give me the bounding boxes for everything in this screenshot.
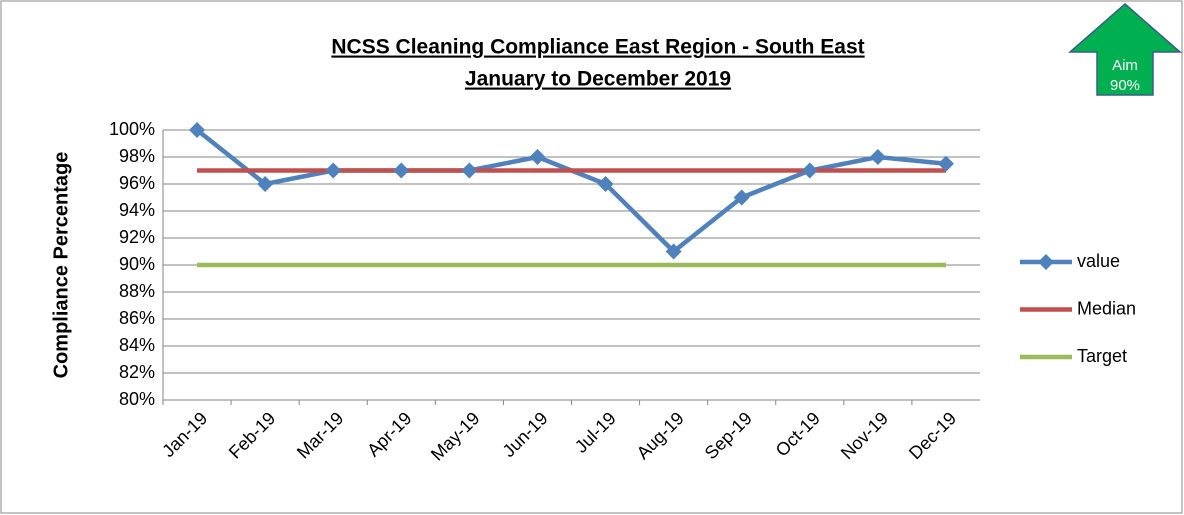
aim-value: 90% <box>1110 77 1140 94</box>
y-axis-label: Compliance Percentage <box>50 152 72 379</box>
point-marker <box>325 162 342 179</box>
point-marker <box>189 122 206 138</box>
chart-subtitle: January to December 2019 <box>465 68 731 91</box>
point-marker <box>665 243 682 260</box>
chart-title: NCSS Cleaning Compliance East Region - S… <box>331 36 864 59</box>
point-marker <box>393 162 410 179</box>
point-marker <box>869 149 886 165</box>
y-tick-label: 94% <box>119 200 155 220</box>
legend-label: value <box>1077 251 1120 271</box>
point-marker <box>597 176 614 192</box>
aim-arrow <box>1068 3 1182 96</box>
y-tick-label: 86% <box>119 308 155 328</box>
legend-marker <box>1038 254 1054 270</box>
y-tick-label: 96% <box>119 173 155 193</box>
y-tick-label: 98% <box>119 146 155 166</box>
point-marker <box>461 162 478 179</box>
y-tick-label: 90% <box>119 254 155 274</box>
y-tick-label: 92% <box>119 227 155 247</box>
aim-label: Aim <box>1112 57 1138 74</box>
y-tick-label: 88% <box>119 281 155 301</box>
point-marker <box>257 176 274 192</box>
legend-label: Target <box>1077 346 1127 366</box>
point-marker <box>529 149 546 165</box>
point-marker <box>937 155 954 172</box>
point-marker <box>801 162 818 179</box>
y-tick-label: 80% <box>119 389 155 409</box>
y-tick-label: 84% <box>119 335 155 355</box>
y-tick-label: 82% <box>119 362 155 382</box>
legend-label: Median <box>1077 298 1136 318</box>
point-marker <box>733 189 750 206</box>
y-tick-label: 100% <box>109 119 155 139</box>
